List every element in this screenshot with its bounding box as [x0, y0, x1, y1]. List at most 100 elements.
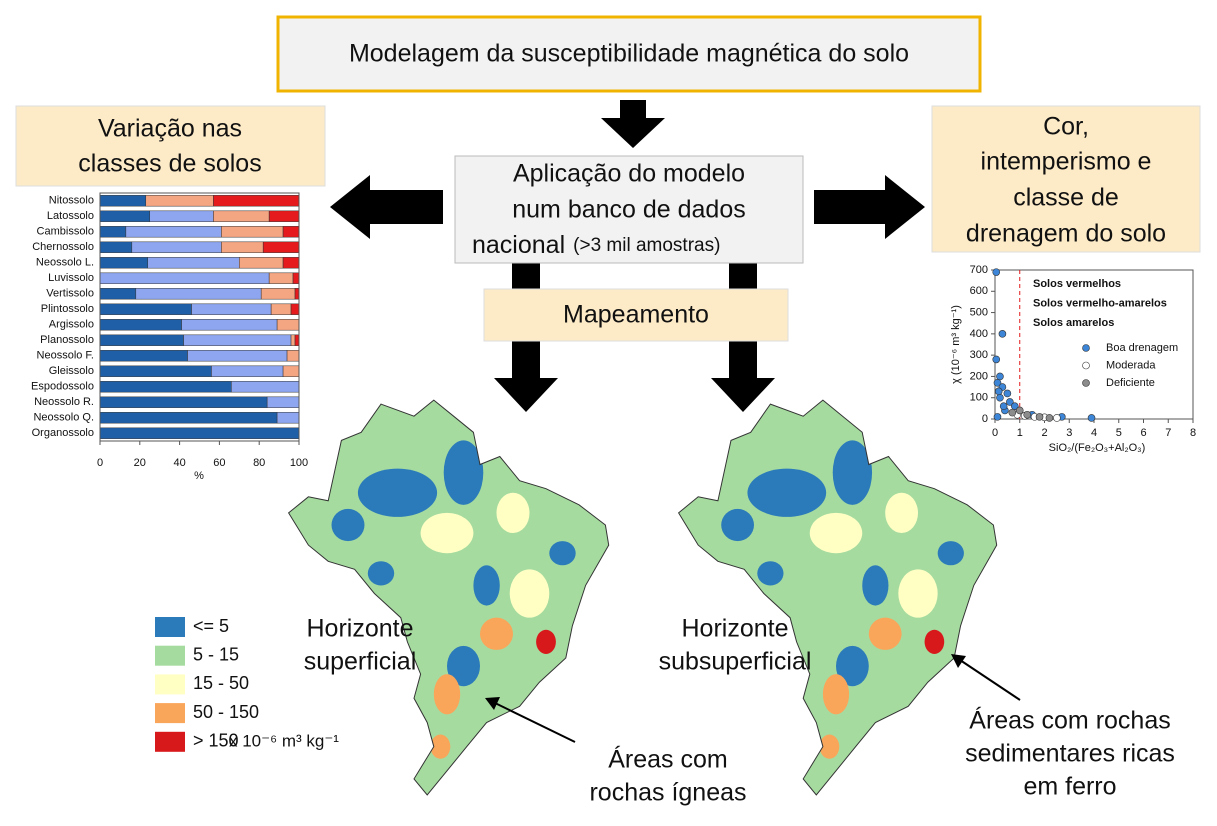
bar-segment [290, 303, 300, 315]
y-tick-label: Neossolo R. [34, 396, 94, 408]
map-patch [357, 468, 438, 517]
annotation: Áreas com rochas [969, 706, 1170, 735]
bar-segment [135, 288, 262, 300]
map-title: subsuperficial [659, 648, 812, 676]
bar-segment [99, 427, 300, 439]
bar-segment [213, 195, 300, 207]
x-tick-label: 20 [134, 457, 146, 469]
bar-segment [221, 241, 264, 253]
legend-marker [1082, 344, 1090, 352]
y-tick-label: Vertissolo [46, 288, 94, 300]
pointer-head [485, 697, 500, 710]
legend-label: Boa drenagem [1106, 342, 1178, 354]
point [1003, 389, 1012, 398]
point [999, 402, 1008, 411]
legend-label: 5 - 15 [193, 644, 239, 664]
maps [287, 399, 998, 796]
point [1015, 406, 1024, 415]
point [992, 355, 1001, 364]
map-patch [832, 440, 873, 505]
map-title: superficial [304, 648, 417, 676]
map-patch [885, 492, 918, 534]
point [1087, 414, 1096, 422]
bar-segment [282, 226, 300, 238]
box-text: classe de [1013, 184, 1119, 212]
bar-segment [276, 412, 300, 424]
annotation: Solos vermelhos [1033, 278, 1121, 290]
map-patch [536, 629, 556, 654]
box-text: Variação nas [98, 115, 242, 143]
y-tick-label: Latossolo [47, 210, 94, 222]
x-tick-label: 0 [992, 427, 998, 439]
bar-segment [294, 334, 300, 346]
bar-segment [147, 257, 240, 269]
map-patch [862, 565, 889, 606]
box-text: Aplicação do modelo [513, 160, 745, 188]
bar-segment [99, 257, 149, 269]
x-axis-label: SiO₂/(Fe₂O₃+Al₂O₃) [1049, 442, 1146, 454]
map-patch [496, 492, 530, 534]
x-tick-label: 3 [1066, 427, 1072, 439]
legend-label: Deficiente [1106, 377, 1155, 389]
bar-segment [99, 288, 137, 300]
point [1010, 402, 1019, 411]
box-note: (>3 mil amostras) [573, 235, 720, 256]
bar-segment [99, 365, 212, 377]
map-patch [809, 512, 863, 554]
x-tick-label: 6 [1140, 427, 1146, 439]
legend-label: 15 - 50 [193, 673, 249, 693]
point [996, 393, 1004, 402]
map-patches [331, 440, 576, 759]
bar-segment [99, 210, 150, 222]
y-tick-label: Argissolo [49, 319, 94, 331]
bar-segment [181, 319, 278, 331]
bar-segment [286, 350, 300, 362]
mapping-box [483, 288, 789, 342]
y-axis-label: χ (10⁻⁶ m³ kg⁻¹) [950, 305, 962, 384]
map-patch [480, 617, 513, 650]
bar-segment [99, 319, 182, 331]
map-title: Horizonte [682, 615, 789, 643]
pointer [494, 702, 576, 743]
bar-segment [266, 396, 300, 408]
x-tick-label: 0 [97, 457, 103, 469]
annotation: Solos amarelos [1033, 317, 1114, 329]
map-patch [757, 561, 784, 586]
bar-segment [99, 412, 278, 424]
x-tick-label: 2 [1041, 427, 1047, 439]
box-text: nacional [472, 231, 565, 259]
box-text: Cor, [1043, 113, 1089, 141]
bar-segment [260, 288, 296, 300]
box-text: classes de solos [78, 150, 261, 178]
y-tick-label: Neossolo F. [37, 350, 94, 362]
x-tick-label: 100 [290, 457, 308, 469]
map-patch [430, 734, 451, 759]
y-tick-label: Planossolo [40, 334, 94, 346]
plot-frame [99, 192, 300, 442]
annotation: sedimentares ricas [965, 740, 1175, 768]
pointer [959, 659, 1021, 701]
bar-segment [99, 195, 147, 207]
map-patch [331, 508, 365, 542]
map-outline [287, 399, 610, 796]
x-tick-label: 5 [1116, 427, 1122, 439]
left-box [15, 105, 326, 187]
annotation: rochas ígneas [589, 779, 746, 807]
legend-label: 50 - 150 [193, 702, 259, 722]
legend-marker [1082, 361, 1090, 370]
point [1045, 414, 1054, 422]
bar-segment [149, 210, 214, 222]
map-title: Horizonte [307, 615, 414, 643]
y-tick-label: Chernossolo [32, 241, 94, 253]
map-patch [836, 645, 869, 687]
point [1008, 408, 1017, 417]
bar-segment [99, 226, 127, 238]
bar-segment [239, 257, 284, 269]
pointer-head [951, 654, 966, 668]
annotation: em ferro [1023, 773, 1116, 801]
legend-swatch [155, 731, 185, 752]
legend-swatch [155, 674, 185, 695]
x-tick-label: 80 [253, 457, 265, 469]
right-box [931, 105, 1201, 253]
bar-segment [294, 288, 300, 300]
